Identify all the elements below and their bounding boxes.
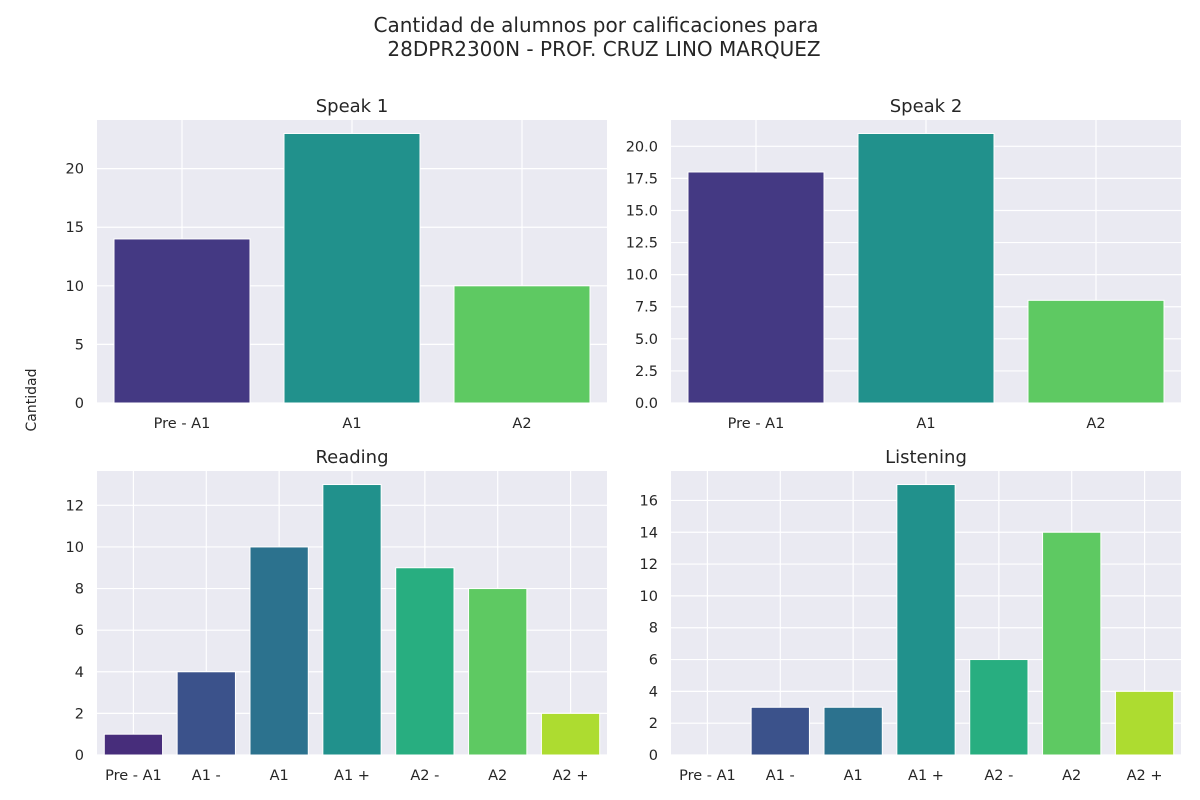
y-tick-label: 17.5 xyxy=(626,171,658,187)
y-tick-label: 2 xyxy=(75,706,84,722)
y-tick-label: 10.0 xyxy=(626,268,658,284)
y-tick-label: 0.0 xyxy=(635,396,658,412)
y-tick-label: 0 xyxy=(75,748,84,764)
subplot-title: Speak 1 xyxy=(316,96,389,117)
subplot-speak-1: 0 5 10 15 20 Pre - A1 A1 A2 Speak 1 xyxy=(66,96,607,432)
bar-a2 xyxy=(1042,531,1102,756)
subplot-title: Listening xyxy=(885,447,967,468)
y-tick-label: 16 xyxy=(640,493,658,509)
y-tick-label: 6 xyxy=(649,653,658,669)
x-tick-label: Pre - A1 xyxy=(728,416,785,432)
x-tick-label: Pre - A1 xyxy=(679,768,736,784)
x-tick-label: A2 xyxy=(512,416,531,432)
bar-a2 xyxy=(453,285,591,404)
y-tick-label: 14 xyxy=(640,525,658,541)
bar-a1 xyxy=(823,706,883,756)
bar-a1- xyxy=(322,484,382,756)
x-tick-label: A2 xyxy=(488,768,507,784)
bar-a1 xyxy=(249,546,309,756)
x-tick-label: Pre - A1 xyxy=(154,416,211,432)
x-tick-label: A1 - xyxy=(766,768,795,784)
subplot-title: Speak 2 xyxy=(890,96,963,117)
x-tick-label: Pre - A1 xyxy=(105,768,162,784)
bar-pre-a1 xyxy=(103,733,164,756)
subplot-title: Reading xyxy=(315,447,388,468)
y-tick-label: 4 xyxy=(75,665,84,681)
bar-a2 xyxy=(1027,299,1165,404)
y-tick-label: 2.5 xyxy=(635,364,658,380)
bar-a1 xyxy=(283,132,421,404)
x-tick-label: A2 xyxy=(1062,768,1081,784)
bar-a1- xyxy=(750,706,810,756)
x-tick-label: A1 xyxy=(916,416,935,432)
x-tick-label: A1 xyxy=(342,416,361,432)
y-tick-label: 20 xyxy=(66,162,84,178)
y-tick-label: 20.0 xyxy=(626,139,658,155)
x-tick-label: A1 + xyxy=(908,768,944,784)
bar-a2- xyxy=(395,567,455,756)
bar-a2 xyxy=(468,588,528,756)
y-tick-label: 10 xyxy=(66,279,84,295)
bar-a1 xyxy=(857,132,995,404)
x-tick-label: A1 xyxy=(844,768,863,784)
bar-a2- xyxy=(1114,690,1175,756)
bar-a2- xyxy=(540,712,601,756)
bar-a2- xyxy=(969,659,1029,756)
y-tick-label: 2 xyxy=(649,716,658,732)
figure-title-line-1: Cantidad de alumnos por calificaciones p… xyxy=(373,13,818,37)
x-tick-label: A2 + xyxy=(553,768,589,784)
y-tick-label: 15 xyxy=(66,220,84,236)
x-tick-label: A1 + xyxy=(334,768,370,784)
y-tick-label: 10 xyxy=(640,589,658,605)
subplot-reading: 0 2 4 6 8 10 12 Pre - A1 A1 - A1 A1 + A2 - A2 A2 + Rea… xyxy=(66,447,607,784)
y-tick-label: 12.5 xyxy=(626,236,658,252)
x-tick-label: A2 - xyxy=(410,768,439,784)
subplot-speak-2: 0.0 2.5 5.0 7.5 10.0 12.5 15.0 17.5 20.0 Pre - A1… xyxy=(626,96,1181,432)
y-tick-label: 5 xyxy=(75,337,84,353)
bar-a1- xyxy=(896,484,956,756)
bar-a1- xyxy=(176,671,236,756)
x-tick-label: A2 xyxy=(1086,416,1105,432)
y-tick-label: 5.0 xyxy=(635,332,658,348)
y-tick-label: 15.0 xyxy=(626,203,658,219)
y-tick-label: 0 xyxy=(649,748,658,764)
figure-title-line-2: 28DPR2300N - PROF. CRUZ LINO MARQUEZ xyxy=(387,37,820,61)
subplot-listening: 0 2 4 6 8 10 12 14 16 Pre - A1 A1 - A1 A1 + A2 - A2 A2 … xyxy=(640,447,1181,784)
y-tick-label: 8 xyxy=(75,582,84,598)
shared-y-axis-label: Cantidad xyxy=(24,369,40,432)
y-tick-label: 7.5 xyxy=(635,300,658,316)
x-tick-label: A2 + xyxy=(1127,768,1163,784)
bar-pre-a1 xyxy=(687,171,825,404)
y-tick-label: 0 xyxy=(75,396,84,412)
y-tick-label: 12 xyxy=(640,557,658,573)
y-tick-label: 6 xyxy=(75,623,84,639)
y-tick-label: 12 xyxy=(66,498,84,514)
x-tick-label: A1 - xyxy=(192,768,221,784)
y-tick-label: 4 xyxy=(649,684,658,700)
x-tick-label: A2 - xyxy=(984,768,1013,784)
y-tick-label: 10 xyxy=(66,540,84,556)
y-tick-label: 8 xyxy=(649,621,658,637)
x-tick-label: A1 xyxy=(270,768,289,784)
bar-pre-a1 xyxy=(113,238,251,404)
